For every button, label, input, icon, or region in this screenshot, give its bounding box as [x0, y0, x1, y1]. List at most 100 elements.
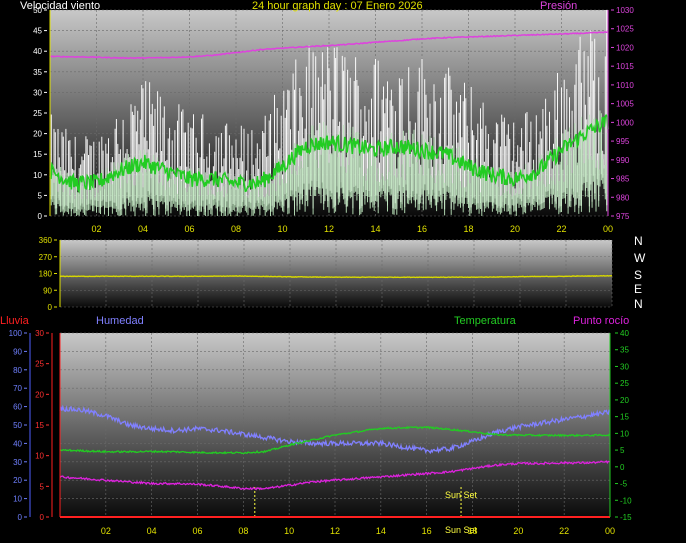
wind-xtick-20: 20	[510, 224, 520, 234]
wind-left-ytick-50: 50	[33, 6, 42, 15]
lower-xtick-14: 14	[376, 526, 386, 536]
humidity-ytick-40: 40	[13, 439, 22, 448]
temperature-ytick--15: -15	[620, 513, 632, 522]
lower-xtick-12: 12	[330, 526, 340, 536]
wind-xtick-12: 12	[324, 224, 334, 234]
wind-xtick-08: 08	[231, 224, 241, 234]
temperature-ytick-40: 40	[620, 329, 629, 338]
wind-xtick-04: 04	[138, 224, 148, 234]
humidity-ytick-70: 70	[13, 384, 22, 393]
temperature-ytick-30: 30	[620, 362, 629, 371]
wind-right-ytick-1020: 1020	[616, 43, 634, 52]
sun-set-label: Sun Set	[445, 490, 478, 500]
humidity-ytick-60: 60	[13, 403, 22, 412]
temperature-ytick-25: 25	[620, 379, 629, 388]
wind-left-ytick-20: 20	[33, 130, 42, 139]
direction-line	[59, 274, 613, 279]
humidity-ytick-30: 30	[13, 458, 22, 467]
wind-left-ytick-30: 30	[33, 88, 42, 97]
temperature-ytick-0: 0	[620, 463, 625, 472]
wind-xtick-16: 16	[417, 224, 427, 234]
wind-xtick-14: 14	[370, 224, 380, 234]
chart-title: 24 hour graph day : 07 Enero 2026	[252, 0, 423, 12]
humidity-ytick-20: 20	[13, 476, 22, 485]
wind-right-ytick-1025: 1025	[616, 25, 634, 34]
rain-ytick-20: 20	[35, 390, 44, 399]
temperature-ytick-5: 5	[620, 446, 625, 455]
compass-w: W	[634, 251, 646, 265]
wind-right-ytick-1000: 1000	[616, 118, 634, 127]
wind-left-ytick-0: 0	[38, 212, 43, 221]
pressure-line	[49, 31, 609, 60]
wind-left-ytick-35: 35	[33, 68, 42, 77]
wind-xtick-10: 10	[277, 224, 287, 234]
sun-set-tick-label: Sun Set	[445, 525, 478, 535]
wind-right-ytick-1010: 1010	[616, 81, 634, 90]
direction-left-ytick-180: 180	[39, 270, 53, 279]
direction-left-ytick-0: 0	[48, 303, 53, 312]
wind-right-ytick-985: 985	[616, 175, 630, 184]
lower-xtick-08: 08	[238, 526, 248, 536]
wind-right-ytick-975: 975	[616, 212, 630, 221]
compass-e: E	[634, 282, 643, 296]
wind-xtick-00: 00	[603, 224, 613, 234]
wind-speed-label: Velocidad viento	[20, 0, 101, 12]
humidity-ytick-0: 0	[18, 513, 23, 522]
humidity-label: Humedad	[96, 315, 144, 327]
humidity-ytick-80: 80	[13, 366, 22, 375]
temperature-label: Temperatura	[454, 315, 516, 327]
lower-xtick-02: 02	[101, 526, 111, 536]
lower-xtick-20: 20	[513, 526, 523, 536]
wind-xtick-18: 18	[463, 224, 473, 234]
lower-xtick-18: 18	[467, 526, 477, 536]
dewpoint-label: Punto rocío	[573, 315, 630, 327]
wind-xtick-02: 02	[91, 224, 101, 234]
wind-avg-line	[49, 113, 609, 194]
lower-xtick-10: 10	[284, 526, 294, 536]
wind-left-ytick-45: 45	[33, 27, 42, 36]
rain-ytick-5: 5	[40, 482, 45, 491]
wind-left-ytick-15: 15	[33, 150, 42, 159]
lower-xtick-04: 04	[147, 526, 157, 536]
temperature-line	[59, 425, 611, 455]
direction-left-ytick-360: 360	[39, 236, 53, 245]
wind-right-ytick-980: 980	[616, 193, 630, 202]
pressure-label: Presión	[540, 0, 578, 12]
dewpoint-line	[59, 460, 611, 491]
wind-left-ytick-25: 25	[33, 109, 42, 118]
temperature-ytick-15: 15	[620, 413, 629, 422]
wind-right-ytick-1030: 1030	[616, 6, 634, 15]
compass-n-bottom: N	[634, 297, 643, 311]
wind-right-ytick-990: 990	[616, 156, 630, 165]
temperature-ytick-10: 10	[620, 429, 629, 438]
direction-left-ytick-90: 90	[43, 286, 52, 295]
lower-xtick-16: 16	[422, 526, 432, 536]
wind-xtick-22: 22	[556, 224, 566, 234]
wind-left-ytick-5: 5	[38, 191, 43, 200]
temperature-ytick-35: 35	[620, 346, 629, 355]
compass-s: S	[634, 268, 643, 282]
rain-ytick-0: 0	[40, 513, 45, 522]
rain-ytick-10: 10	[35, 452, 44, 461]
wind-xtick-06: 06	[184, 224, 194, 234]
wind-left-ytick-40: 40	[33, 47, 42, 56]
wind-left-ytick-10: 10	[33, 171, 42, 180]
lower-xtick-06: 06	[192, 526, 202, 536]
rain-ytick-15: 15	[35, 421, 44, 430]
humidity-line	[59, 404, 611, 455]
humidity-ytick-50: 50	[13, 421, 22, 430]
temperature-ytick--5: -5	[620, 480, 628, 489]
direction-left-ytick-270: 270	[39, 253, 53, 262]
compass-n-top: N	[634, 234, 643, 248]
lower-xtick-22: 22	[559, 526, 569, 536]
humidity-ytick-10: 10	[13, 495, 22, 504]
wind-right-ytick-995: 995	[616, 137, 630, 146]
temperature-ytick-20: 20	[620, 396, 629, 405]
wind-right-ytick-1015: 1015	[616, 62, 634, 71]
humidity-ytick-100: 100	[9, 329, 23, 338]
temperature-ytick--10: -10	[620, 496, 632, 505]
rain-ytick-30: 30	[35, 329, 44, 338]
wind-right-ytick-1005: 1005	[616, 100, 634, 109]
